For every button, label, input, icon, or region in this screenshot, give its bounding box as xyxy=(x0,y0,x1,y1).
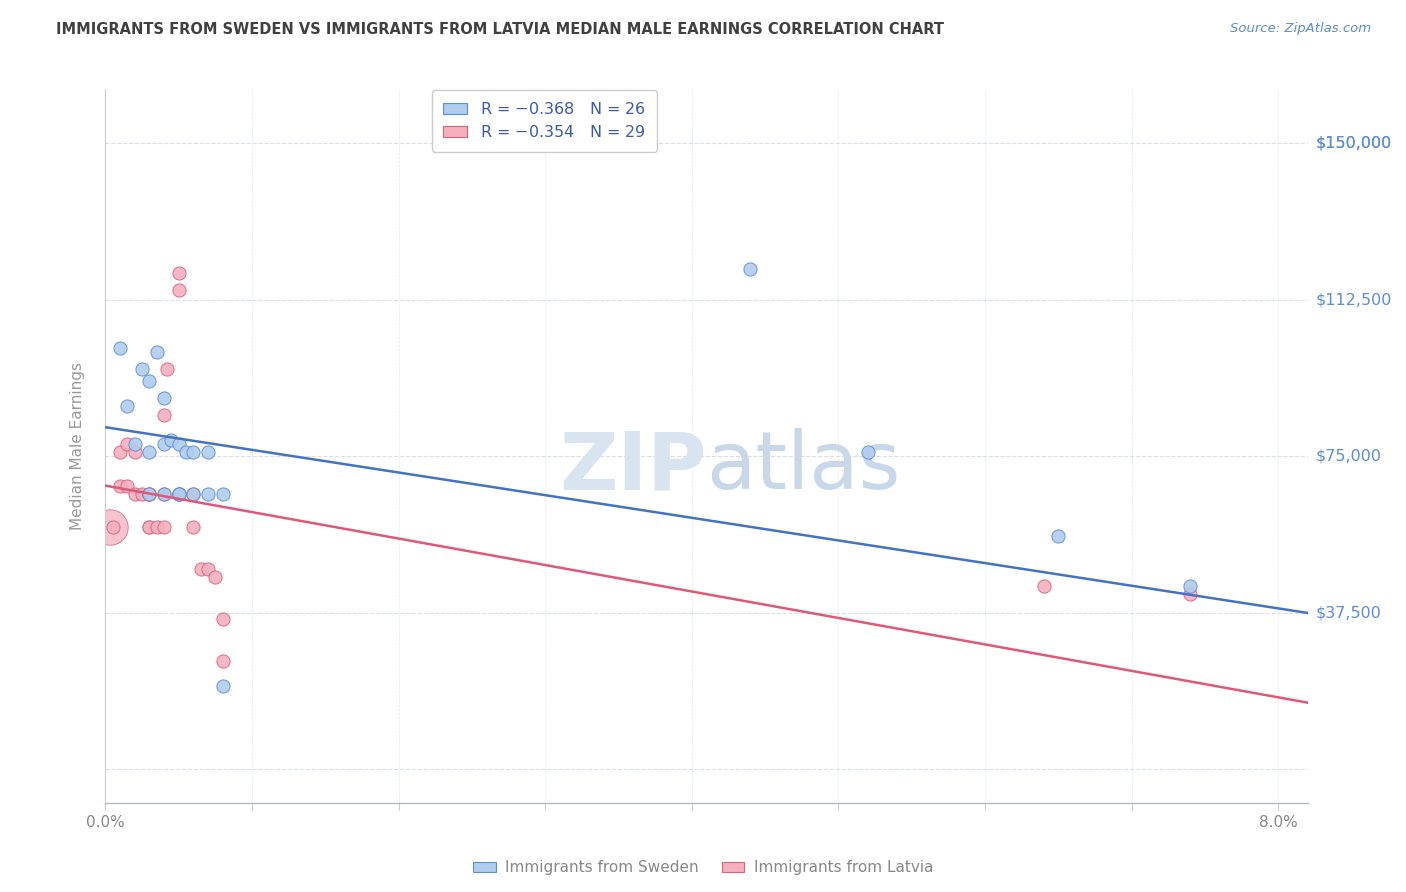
Point xyxy=(183,487,205,501)
Point xyxy=(124,445,146,459)
Point xyxy=(153,391,176,405)
Point xyxy=(211,654,233,668)
Point xyxy=(211,612,233,626)
Point xyxy=(204,570,226,584)
Point xyxy=(1180,579,1202,593)
Point xyxy=(138,520,160,534)
Point xyxy=(131,487,153,501)
Point xyxy=(1180,587,1202,601)
Point xyxy=(138,374,160,388)
Point xyxy=(145,520,167,534)
Point xyxy=(197,487,219,501)
Point xyxy=(153,487,176,501)
Point xyxy=(156,361,179,376)
Y-axis label: Median Male Earnings: Median Male Earnings xyxy=(70,362,84,530)
Point xyxy=(138,445,160,459)
Point xyxy=(153,408,176,422)
Point xyxy=(153,520,176,534)
Point xyxy=(124,437,146,451)
Point xyxy=(138,487,160,501)
Point xyxy=(167,266,190,280)
Point xyxy=(211,679,233,693)
Point xyxy=(167,437,190,451)
Point xyxy=(138,487,160,501)
Text: Source: ZipAtlas.com: Source: ZipAtlas.com xyxy=(1230,22,1371,36)
Point xyxy=(167,487,190,501)
Point xyxy=(1032,579,1054,593)
Point xyxy=(117,478,139,492)
Point xyxy=(138,520,160,534)
Point xyxy=(101,520,124,534)
Point xyxy=(108,445,131,459)
Point xyxy=(145,345,167,359)
Point xyxy=(197,445,219,459)
Text: $112,500: $112,500 xyxy=(1316,293,1392,308)
Text: IMMIGRANTS FROM SWEDEN VS IMMIGRANTS FROM LATVIA MEDIAN MALE EARNINGS CORRELATIO: IMMIGRANTS FROM SWEDEN VS IMMIGRANTS FRO… xyxy=(56,22,945,37)
Point xyxy=(153,487,176,501)
Point xyxy=(108,478,131,492)
Point xyxy=(117,437,139,451)
Point xyxy=(183,487,205,501)
Legend: Immigrants from Sweden, Immigrants from Latvia: Immigrants from Sweden, Immigrants from … xyxy=(468,855,938,880)
Point xyxy=(183,520,205,534)
Text: atlas: atlas xyxy=(707,428,901,507)
Point xyxy=(1047,529,1070,543)
Text: $75,000: $75,000 xyxy=(1316,449,1382,464)
Point xyxy=(138,487,160,501)
Point xyxy=(153,437,176,451)
Point xyxy=(856,445,879,459)
Text: $150,000: $150,000 xyxy=(1316,136,1392,151)
Point xyxy=(211,487,233,501)
Legend: R = $-$0.368   N = 26, R = $-$0.354   N = 29: R = $-$0.368 N = 26, R = $-$0.354 N = 29 xyxy=(432,90,657,152)
Point xyxy=(167,487,190,501)
Point xyxy=(98,520,121,534)
Text: $37,500: $37,500 xyxy=(1316,606,1382,621)
Text: ZIP: ZIP xyxy=(560,428,707,507)
Point xyxy=(174,445,197,459)
Point xyxy=(167,487,190,501)
Point xyxy=(183,445,205,459)
Point xyxy=(740,261,762,276)
Point xyxy=(124,487,146,501)
Point xyxy=(197,562,219,576)
Point xyxy=(190,562,212,576)
Point xyxy=(167,487,190,501)
Point xyxy=(167,283,190,297)
Text: $150,000: $150,000 xyxy=(1316,136,1392,151)
Point xyxy=(131,361,153,376)
Point xyxy=(160,433,183,447)
Point xyxy=(117,400,139,414)
Point xyxy=(108,341,131,355)
